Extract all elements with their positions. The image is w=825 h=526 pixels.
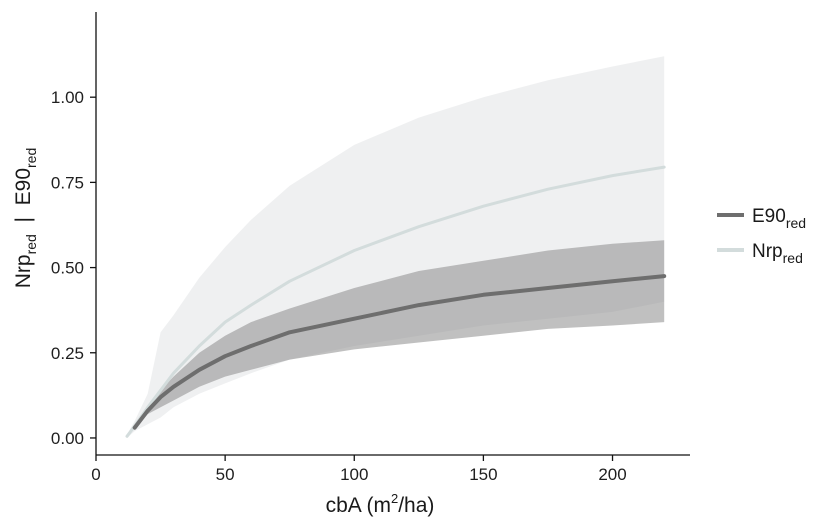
x-tick-label: 50	[216, 465, 235, 484]
confidence-band-e90	[134, 240, 665, 428]
y-tick-label: 0.50	[51, 259, 84, 278]
y-tick-label: 1.00	[51, 88, 84, 107]
y-axis-label: Nrpred | E90red	[12, 148, 39, 288]
plot-area	[125, 56, 667, 439]
series-line-nrp	[125, 165, 666, 438]
legend-label-e90: E90red	[752, 206, 806, 231]
axes: 0.00 0.25 0.50 0.75 1.00 0 50 100 150 200	[51, 12, 690, 484]
y-tick-label: 0.75	[51, 173, 84, 192]
y-tick-label: 0.25	[51, 344, 84, 363]
series-line-e90	[132, 274, 667, 430]
x-tick-label: 200	[598, 465, 626, 484]
legend-item-nrp: Nrpred	[717, 241, 803, 266]
x-tick-label: 150	[469, 465, 497, 484]
x-tick-label: 0	[91, 465, 100, 484]
x-axis-ticks: 0 50 100 150 200	[91, 455, 627, 484]
legend-label-nrp: Nrpred	[752, 241, 803, 266]
series-lines	[125, 165, 667, 438]
x-tick-label: 100	[340, 465, 368, 484]
legend: E90red Nrpred	[717, 206, 806, 266]
confidence-bands	[127, 56, 665, 439]
y-tick-label: 0.00	[51, 429, 84, 448]
y-axis-ticks: 0.00 0.25 0.50 0.75 1.00	[51, 88, 96, 448]
x-axis-label: cbA (m2/ha)	[326, 491, 435, 517]
legend-item-e90: E90red	[717, 206, 806, 231]
